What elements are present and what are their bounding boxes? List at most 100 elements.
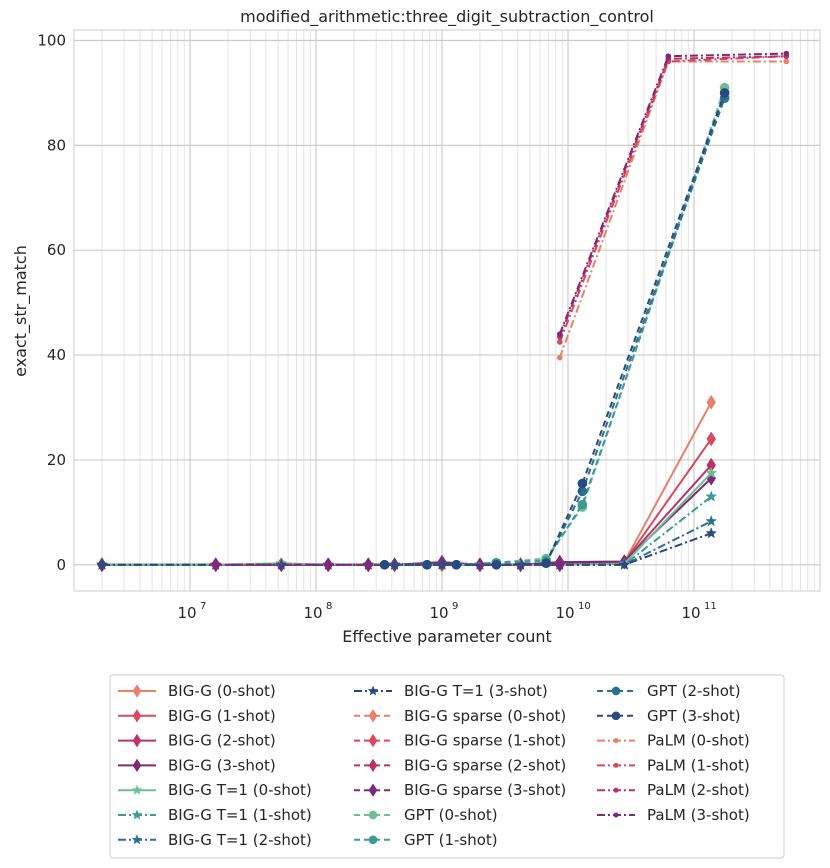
data-point <box>618 558 631 570</box>
legend: BIG-G (0-shot) BIG-G (1-shot) BIG-G (2-sho… <box>109 674 785 859</box>
legend-label: BIG-G T=1 (1-shot) <box>168 806 312 824</box>
data-point <box>96 558 108 570</box>
legend-entry: BIG-G (0-shot) <box>118 682 276 700</box>
legend-label: BIG-G (1-shot) <box>168 707 276 725</box>
data-point <box>783 50 790 57</box>
legend-swatch-marker <box>368 758 378 773</box>
legend-entry: PaLM (0-shot) <box>597 732 750 750</box>
legend-label: GPT (2-shot) <box>647 682 741 700</box>
legend-swatch-marker <box>368 733 378 748</box>
legend-swatch-marker <box>611 686 621 696</box>
legend-label: BIG-G (0-shot) <box>168 682 276 700</box>
legend-label: PaLM (3-shot) <box>647 806 750 824</box>
legend-entry: BIG-G (3-shot) <box>118 756 276 774</box>
legend-swatch-marker <box>613 812 619 818</box>
legend-label: GPT (0-shot) <box>404 806 498 824</box>
legend-entry: BIG-G T=1 (0-shot) <box>118 781 312 799</box>
legend-entry: BIG-G sparse (3-shot) <box>354 781 566 799</box>
legend-entry: BIG-G T=1 (1-shot) <box>118 806 312 824</box>
legend-entry: BIG-G (2-shot) <box>118 732 276 750</box>
legend-label: BIG-G T=1 (2-shot) <box>168 831 312 849</box>
legend-swatch-marker <box>611 711 621 721</box>
data-point <box>451 559 462 570</box>
x-tick-label: 10 <box>555 604 574 622</box>
legend-label: BIG-G T=1 (0-shot) <box>168 781 312 799</box>
y-tick-label: 0 <box>56 556 66 574</box>
data-point <box>556 339 563 345</box>
legend-entry: BIG-G T=1 (3-shot) <box>354 682 548 700</box>
y-axis-ticks: 0 20 40 60 80 100 <box>37 31 66 573</box>
legend-entry: GPT (1-shot) <box>354 831 498 849</box>
legend-entry: BIG-G sparse (2-shot) <box>354 756 566 774</box>
legend-entry: GPT (3-shot) <box>597 707 741 725</box>
legend-label: GPT (3-shot) <box>647 707 741 725</box>
legend-swatch-marker <box>131 784 143 795</box>
y-tick-label: 100 <box>37 31 66 49</box>
data-point <box>422 559 432 570</box>
legend-label: PaLM (2-shot) <box>647 781 750 799</box>
legend-swatch-marker <box>131 834 143 845</box>
legend-swatch-marker <box>368 810 378 820</box>
legend-label: PaLM (1-shot) <box>647 756 750 774</box>
series-gpt-3-shot <box>379 88 730 570</box>
x-axis-label: Effective parameter count <box>342 627 552 646</box>
data-point <box>323 557 334 573</box>
chart-title: modified_arithmetic:three_digit_subtract… <box>240 7 654 27</box>
x-tick-exponent: 9 <box>452 601 458 612</box>
data-point <box>705 490 718 502</box>
x-tick-exponent: 10 <box>578 601 591 612</box>
x-tick-exponent: 7 <box>200 601 206 612</box>
data-point <box>491 559 502 570</box>
data-point <box>705 515 718 527</box>
x-tick-label: 10 <box>177 604 196 622</box>
legend-entry: PaLM (1-shot) <box>597 756 750 774</box>
legend-swatch-marker <box>132 684 142 698</box>
series-layer <box>96 50 790 573</box>
legend-swatch-marker <box>613 762 619 768</box>
legend-label: BIG-G T=1 (3-shot) <box>404 682 548 700</box>
legend-label: BIG-G sparse (3-shot) <box>404 781 566 799</box>
legend-entry: PaLM (2-shot) <box>597 781 750 799</box>
legend-entry: BIG-G (1-shot) <box>118 707 276 725</box>
y-axis-label: exact_str_match <box>11 245 31 377</box>
data-point <box>705 527 718 539</box>
data-point <box>665 53 672 60</box>
x-tick-exponent: 11 <box>704 601 717 612</box>
data-point <box>577 499 588 510</box>
x-tick-label: 10 <box>303 604 322 622</box>
legend-entry: BIG-G sparse (0-shot) <box>354 707 566 725</box>
x-tick-label: 10 <box>429 604 448 622</box>
data-point <box>388 558 401 570</box>
y-tick-label: 20 <box>47 451 66 469</box>
data-point <box>363 557 374 573</box>
legend-entry: GPT (0-shot) <box>354 806 498 824</box>
legend-label: BIG-G (3-shot) <box>168 756 276 774</box>
data-point <box>210 557 221 573</box>
legend-label: BIG-G sparse (1-shot) <box>404 732 566 750</box>
data-point <box>577 478 588 489</box>
legend-entry: GPT (2-shot) <box>597 682 741 700</box>
x-tick-exponent: 8 <box>326 601 332 612</box>
legend-entry: PaLM (3-shot) <box>597 806 750 824</box>
data-point <box>706 431 717 447</box>
legend-label: BIG-G sparse (2-shot) <box>404 756 566 774</box>
legend-entry: BIG-G sparse (1-shot) <box>354 732 566 750</box>
legend-swatch-marker <box>132 709 142 723</box>
data-point <box>719 88 730 98</box>
x-tick-label: 10 <box>681 604 700 622</box>
y-tick-label: 80 <box>47 136 66 154</box>
series-line <box>558 52 787 335</box>
data-point <box>556 331 563 337</box>
legend-label: PaLM (0-shot) <box>647 732 750 750</box>
y-tick-label: 60 <box>47 241 66 259</box>
legend-swatch-marker <box>613 738 619 744</box>
legend-entry: BIG-G T=1 (2-shot) <box>118 831 312 849</box>
legend-swatch-marker <box>368 709 378 723</box>
legend-swatch-marker <box>367 685 379 696</box>
data-point <box>436 558 448 570</box>
x-axis-ticks: 10 7 10 8 10 9 10 10 10 11 <box>177 601 716 622</box>
series-palm-3-shot <box>556 50 790 337</box>
legend-label: BIG-G (2-shot) <box>168 732 276 750</box>
legend-swatch-marker <box>368 835 378 845</box>
